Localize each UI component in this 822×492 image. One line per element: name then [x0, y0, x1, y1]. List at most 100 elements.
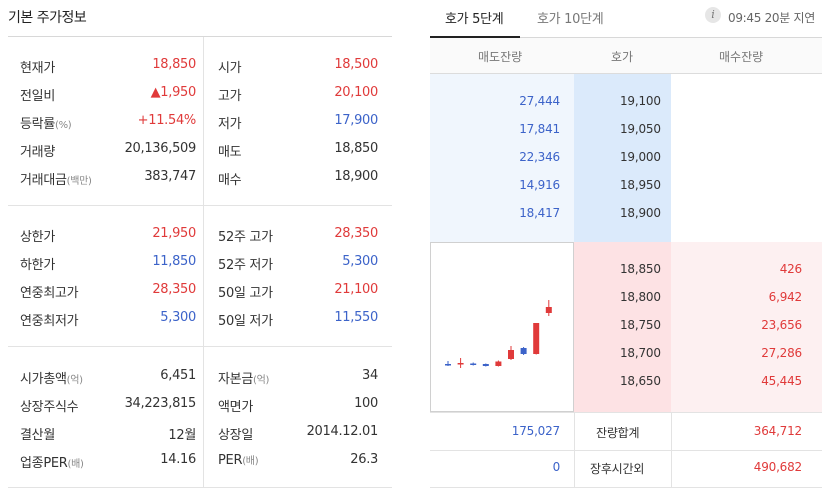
- info-value: 5,300: [160, 310, 196, 325]
- bid-qty: 426: [779, 262, 803, 276]
- tab-5-levels[interactable]: 호가 5단계: [445, 12, 504, 27]
- info-label: 52주 저가: [218, 258, 273, 273]
- info-label: 50일 저가: [218, 314, 273, 329]
- ask-price[interactable]: 19,000: [620, 150, 661, 164]
- orderbook-panel: 호가 5단계 호가 10단계 i 09:45 20분 지연 매도잔량 호가 매수…: [430, 0, 822, 492]
- info-value: ▲1,950: [150, 85, 197, 100]
- company-section: 시가총액(억) 6,451 자본금(억) 34 상장주식수 34,223,815 액면가 10…: [8, 362, 392, 474]
- ask-total: 175,027: [511, 424, 560, 438]
- info-value: 383,747: [144, 169, 196, 184]
- ask-qty: 14,916: [519, 178, 560, 192]
- candle-body: [470, 363, 477, 365]
- info-label: 업종PER(배): [20, 456, 84, 471]
- panel-title: 기본 주가정보: [8, 10, 87, 26]
- info-value: 18,500: [334, 57, 378, 72]
- info-label: 상한가: [20, 230, 55, 245]
- info-label: 연중최고가: [20, 286, 79, 301]
- info-icon[interactable]: i: [705, 7, 721, 23]
- info-value: 2014.12.01: [306, 424, 379, 439]
- candle-chart-svg: [445, 300, 552, 368]
- info-label: 등락률(%): [20, 117, 72, 132]
- column-divider: [203, 37, 204, 205]
- divider: [8, 487, 392, 488]
- info-value: 26.3: [350, 452, 378, 467]
- after-hours-bid: 490,682: [753, 460, 802, 474]
- info-label: 거래량: [20, 145, 55, 160]
- info-label: 자본금(억): [218, 372, 270, 387]
- info-label: 전일비: [20, 89, 55, 104]
- info-row: 전일비 ▲1,950 고가 20,100: [8, 79, 392, 107]
- info-row: 거래량 20,136,509 매도 18,850: [8, 135, 392, 163]
- bid-price[interactable]: 18,700: [620, 346, 661, 360]
- bid-qty: 23,656: [761, 318, 802, 332]
- info-value: 28,350: [334, 226, 378, 241]
- price-section: 현재가 18,850 시가 18,500 전일비 ▲1,950 고가 20,100 등락률(%)…: [8, 51, 392, 191]
- bid-price[interactable]: 18,850: [620, 262, 661, 276]
- after-hours-label: 장후시간외: [590, 462, 645, 476]
- info-value: 18,850: [334, 141, 378, 156]
- info-value: 34: [362, 368, 378, 383]
- empty-bid-area: [671, 74, 822, 242]
- ask-price[interactable]: 18,950: [620, 178, 661, 192]
- info-value: 100: [354, 396, 378, 411]
- ask-price[interactable]: 19,050: [620, 122, 661, 136]
- tab-10-levels[interactable]: 호가 10단계: [537, 12, 604, 27]
- info-label: 결산월: [20, 428, 55, 443]
- ask-price[interactable]: 18,900: [620, 206, 661, 220]
- divider: [8, 205, 392, 206]
- bid-qty-area: [671, 242, 822, 412]
- header-bid-qty: 매수잔량: [719, 50, 764, 64]
- info-label: PER(배): [218, 453, 259, 468]
- divider: [8, 36, 392, 37]
- bid-price[interactable]: 18,650: [620, 374, 661, 388]
- info-label: 시가총액(억): [20, 372, 83, 387]
- info-value: 5,300: [342, 254, 378, 269]
- ask-price[interactable]: 19,100: [620, 94, 661, 108]
- info-label: 52주 고가: [218, 230, 273, 245]
- candle-body: [508, 350, 514, 359]
- info-label: 상장주식수: [20, 400, 79, 415]
- column-divider: [203, 206, 204, 346]
- info-row: 거래대금(백만) 383,747 매수 18,900: [8, 163, 392, 191]
- info-value: 11,850: [152, 254, 196, 269]
- ask-qty: 22,346: [519, 150, 560, 164]
- info-value: 21,100: [334, 282, 378, 297]
- info-label: 하한가: [20, 258, 55, 273]
- info-row: 결산월 12월 상장일 2014.12.01: [8, 418, 392, 446]
- candle-body: [533, 323, 540, 354]
- active-tab-indicator: [430, 36, 520, 38]
- candle-body: [445, 364, 451, 366]
- info-label: 상장일: [218, 428, 253, 443]
- bid-price[interactable]: 18,800: [620, 290, 661, 304]
- info-value: 28,350: [152, 282, 196, 297]
- candle-body: [482, 364, 489, 366]
- info-row: 시가총액(억) 6,451 자본금(억) 34: [8, 362, 392, 390]
- divider: [8, 346, 392, 347]
- header-price: 호가: [611, 50, 634, 64]
- info-row: 상한가 21,950 52주 고가 28,350: [8, 220, 392, 248]
- info-row: 연중최고가 28,350 50일 고가 21,100: [8, 276, 392, 304]
- divider: [430, 412, 822, 413]
- info-row: 하한가 11,850 52주 저가 5,300: [8, 248, 392, 276]
- bid-price[interactable]: 18,750: [620, 318, 661, 332]
- info-value: +11.54%: [137, 113, 197, 128]
- info-value: 21,950: [152, 226, 196, 241]
- bid-total: 364,712: [753, 424, 802, 438]
- mini-candle-chart: [430, 242, 574, 412]
- column-divider: [203, 347, 204, 488]
- total-label: 잔량합계: [596, 426, 640, 440]
- candle-body: [457, 363, 464, 365]
- orderbook-tabs: 호가 5단계 호가 10단계 i 09:45 20분 지연: [430, 0, 822, 38]
- ask-qty-area: [430, 74, 574, 242]
- info-row: 업종PER(배) 14.16 PER(배) 26.3: [8, 446, 392, 474]
- divider: [430, 487, 822, 488]
- header-ask-qty: 매도잔량: [478, 50, 523, 64]
- divider: [430, 450, 822, 451]
- info-value: 18,900: [334, 169, 378, 184]
- info-value: 20,136,509: [124, 141, 197, 156]
- bid-qty: 27,286: [761, 346, 802, 360]
- info-value: 11,550: [334, 310, 378, 325]
- range-section: 상한가 21,950 52주 고가 28,350 하한가 11,850 52주 저가 5,30…: [8, 220, 392, 332]
- ask-qty: 27,444: [519, 94, 560, 108]
- bid-qty: 45,445: [761, 374, 802, 388]
